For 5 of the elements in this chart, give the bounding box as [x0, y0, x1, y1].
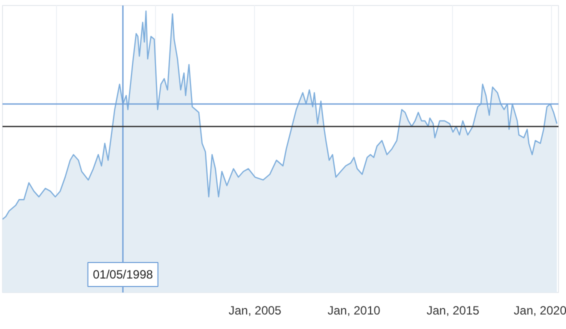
x-tick-label: Jan, 2015 — [426, 304, 480, 318]
x-tick-label: Jan, 2005 — [228, 304, 282, 318]
ref-line-label: 01/05/1998 — [92, 268, 154, 282]
x-tick-label: Jan, 2020 — [514, 304, 566, 318]
x-tick-label: Jan, 2010 — [328, 304, 381, 318]
